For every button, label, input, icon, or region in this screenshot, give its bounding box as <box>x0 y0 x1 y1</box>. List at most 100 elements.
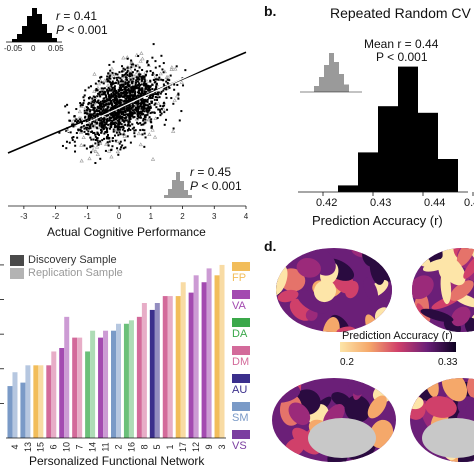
bar-discovery <box>33 365 39 438</box>
discovery-point <box>126 113 129 116</box>
discovery-point <box>88 118 91 121</box>
discovery-point <box>117 81 120 84</box>
discovery-point <box>94 100 97 103</box>
inset-bar <box>344 84 349 92</box>
discovery-point <box>101 90 104 93</box>
histogram <box>298 53 474 196</box>
discovery-point <box>102 103 105 106</box>
discovery-point <box>138 82 141 85</box>
inset-bar <box>42 24 47 42</box>
discovery-point <box>163 104 166 107</box>
discovery-point <box>146 100 149 103</box>
discovery-point <box>94 133 97 136</box>
discovery-point <box>87 116 90 119</box>
discovery-point <box>118 110 121 113</box>
discovery-point <box>119 101 122 104</box>
discovery-point <box>129 116 132 119</box>
discovery-point <box>119 140 122 143</box>
discovery-point <box>96 95 99 98</box>
discovery-point <box>136 111 139 114</box>
discovery-point <box>127 108 130 111</box>
discovery-point <box>98 124 101 127</box>
discovery-point <box>106 89 109 92</box>
discovery-point <box>116 113 119 116</box>
discovery-point <box>121 83 124 86</box>
bar-discovery <box>136 316 142 438</box>
discovery-point <box>93 106 96 109</box>
discovery-point <box>136 102 139 105</box>
discovery-point <box>142 117 145 120</box>
discovery-point <box>132 85 135 88</box>
x-tick-label: 4 <box>244 212 249 221</box>
discovery-point <box>123 73 126 76</box>
discovery-point <box>134 90 137 93</box>
bar-replication <box>77 337 83 438</box>
discovery-point <box>72 123 75 126</box>
discovery-point <box>113 85 116 88</box>
discovery-point <box>182 84 185 87</box>
discovery-point <box>124 68 127 71</box>
discovery-point <box>137 109 140 112</box>
discovery-point <box>106 88 109 91</box>
discovery-point <box>151 56 154 59</box>
discovery-point <box>133 102 136 105</box>
discovery-point <box>139 129 142 132</box>
discovery-point <box>153 103 156 106</box>
discovery-point <box>141 106 144 109</box>
inset-histogram-discovery <box>6 8 62 43</box>
replication-point <box>79 158 84 163</box>
discovery-point <box>126 83 129 86</box>
discovery-point <box>89 110 92 113</box>
discovery-point <box>165 96 168 99</box>
discovery-point <box>165 80 168 83</box>
discovery-point <box>135 108 138 111</box>
discovery-point <box>137 55 140 58</box>
discovery-point <box>116 116 119 119</box>
discovery-point <box>133 111 136 114</box>
discovery-point <box>126 91 129 94</box>
histogram-bar <box>398 66 418 192</box>
discovery-point <box>140 103 143 106</box>
discovery-point <box>175 65 178 68</box>
brain-parcel <box>424 396 457 418</box>
category-label: 15 <box>36 442 46 452</box>
discovery-point <box>168 86 171 89</box>
inset-bar <box>172 180 176 198</box>
discovery-point <box>123 120 126 123</box>
discovery-point <box>154 96 157 99</box>
category-label: 1 <box>165 444 175 449</box>
discovery-point <box>106 141 109 144</box>
discovery-point <box>96 115 99 118</box>
discovery-point <box>83 144 86 147</box>
discovery-point <box>72 125 75 128</box>
replication-point <box>91 147 96 152</box>
discovery-point <box>144 86 147 89</box>
bar-replication <box>116 323 121 438</box>
discovery-point <box>133 115 136 118</box>
discovery-point <box>115 103 118 106</box>
replication-point <box>153 74 158 79</box>
brain-parcel <box>465 399 474 420</box>
discovery-point <box>105 126 108 129</box>
brain-parcel <box>363 277 379 302</box>
discovery-point <box>147 105 150 108</box>
inset-bar <box>180 181 184 198</box>
discovery-point <box>136 91 139 94</box>
discovery-point <box>86 126 89 129</box>
inset-bar <box>334 62 339 92</box>
discovery-point <box>116 79 119 82</box>
discovery-point <box>139 114 142 117</box>
discovery-point <box>122 67 125 70</box>
discovery-point <box>95 109 98 112</box>
discovery-point <box>123 114 126 117</box>
discovery-point <box>127 127 130 130</box>
replication-point <box>131 74 137 78</box>
discovery-point <box>130 66 133 69</box>
discovery-point <box>109 83 112 86</box>
discovery-point <box>157 78 160 81</box>
replication-point <box>95 152 100 156</box>
discovery-point <box>139 102 142 105</box>
discovery-point <box>101 126 104 129</box>
discovery-point <box>141 128 144 131</box>
category-label: 3 <box>217 444 227 449</box>
